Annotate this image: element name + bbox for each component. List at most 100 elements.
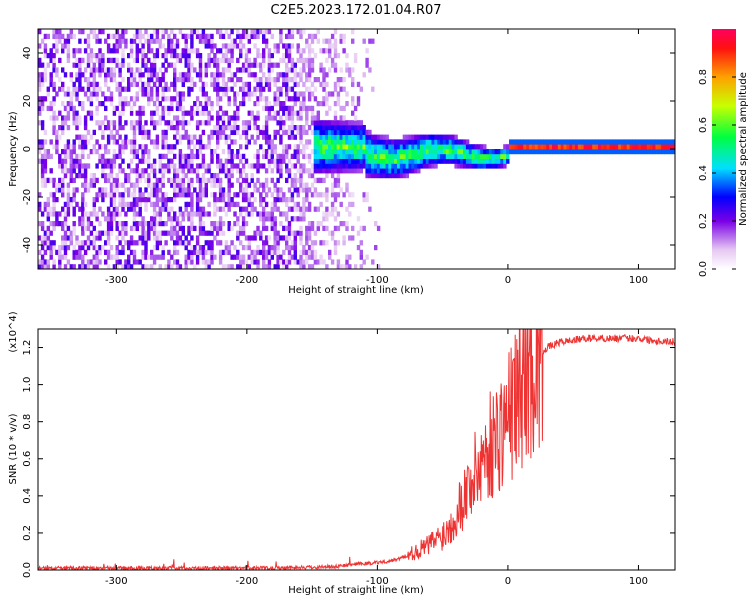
spectrogram-cell xyxy=(241,96,246,102)
spectrogram-cell xyxy=(49,240,53,246)
spectrogram-cell xyxy=(216,139,220,145)
spectrogram-cell xyxy=(368,206,372,212)
spectrogram-cell xyxy=(207,211,211,217)
spectrogram-cell xyxy=(371,158,375,164)
spectrogram-cell xyxy=(431,158,435,164)
spectrogram-cell xyxy=(322,211,326,217)
spectrogram-cell xyxy=(330,149,335,155)
spectrogram-cell xyxy=(267,53,272,59)
spectrogram-cell xyxy=(262,182,266,188)
spectrogram-cell xyxy=(227,206,231,212)
spectrogram-cell xyxy=(612,149,616,155)
spectrogram-cell xyxy=(460,158,464,164)
spectrogram-cell xyxy=(227,62,231,68)
spectrogram-cell xyxy=(210,259,214,265)
spectrogram-cell xyxy=(213,125,217,131)
spectrogram-cell xyxy=(310,254,315,260)
spectrogram-cell xyxy=(629,139,633,145)
spectrogram-cell xyxy=(290,57,295,63)
spectrogram-cell xyxy=(385,153,389,159)
spectrogram-cell xyxy=(250,211,254,217)
spectrogram-cell xyxy=(279,254,283,260)
spectrogram-cell xyxy=(554,139,559,145)
spectrogram-cell xyxy=(244,125,249,131)
spectrogram-cell xyxy=(506,149,510,155)
spectrogram-cell xyxy=(155,221,160,227)
spectrogram-cell xyxy=(310,192,315,198)
spectrogram-cell xyxy=(290,177,295,183)
spectrogram-cell xyxy=(40,77,45,83)
spectrogram-cell xyxy=(233,201,237,207)
spectrogram-cell xyxy=(371,134,375,140)
spectrogram-cell xyxy=(95,163,99,169)
spectrogram-cell xyxy=(264,96,269,102)
spectrogram-cell xyxy=(170,177,174,183)
spectrogram-cell xyxy=(109,91,114,97)
spectrogram-cell xyxy=(348,158,352,164)
spectrogram-cell xyxy=(187,72,191,78)
spectrogram-cell xyxy=(63,216,68,222)
spectrogram-cell xyxy=(38,235,42,241)
spectrogram-cell xyxy=(181,168,185,174)
spectrogram-cell xyxy=(46,201,50,207)
spectrogram-cell xyxy=(86,225,91,231)
spectrogram-cell xyxy=(104,38,108,44)
spectrogram-cell xyxy=(351,144,355,150)
spectrogram-cell xyxy=(78,168,82,174)
spectrogram-cell xyxy=(287,53,292,59)
spectrogram-cell xyxy=(83,91,88,97)
spectrogram-cell xyxy=(152,110,157,116)
spectrogram-cell xyxy=(181,105,185,111)
spectrogram-cell xyxy=(144,240,148,246)
spectrogram-cell xyxy=(362,149,366,155)
spectrogram-cell xyxy=(127,77,131,83)
spectrogram-cell xyxy=(296,29,300,35)
spectrogram-cell xyxy=(267,249,272,255)
spectrogram-cell xyxy=(190,259,194,265)
spectrogram-cell xyxy=(127,201,131,207)
spectrogram-cell xyxy=(606,149,610,155)
spectrogram-cell xyxy=(359,144,363,150)
spectrogram-cell xyxy=(104,216,108,222)
spectrogram-cell xyxy=(167,125,171,131)
spectrogram-cell xyxy=(184,192,188,198)
spectrogram-cell xyxy=(279,187,283,193)
spectrogram-cell xyxy=(221,33,226,39)
spectrogram-cell xyxy=(523,139,527,145)
spectrogram-cell xyxy=(52,86,56,92)
spectrogram-cell xyxy=(267,144,272,150)
spectrogram-cell xyxy=(359,139,363,145)
spectrogram-cell xyxy=(336,120,341,126)
spectrogram-cell xyxy=(316,168,320,174)
spectrogram-cell xyxy=(236,264,240,269)
spectrogram-cell xyxy=(201,153,206,159)
spectrogram-cell xyxy=(75,62,79,68)
spectrogram-cell xyxy=(195,149,200,155)
spectrogram-cell xyxy=(259,29,263,35)
spectrogram-cell xyxy=(52,225,56,231)
spectrogram-cell xyxy=(135,53,139,59)
spectrogram-cell xyxy=(669,149,674,155)
spectrogram-cell xyxy=(66,139,71,145)
spectrogram-cell xyxy=(132,197,137,203)
spectrogram-cell xyxy=(256,115,260,121)
spectrogram-cell xyxy=(253,33,257,39)
spectrogram-cell xyxy=(118,120,122,126)
spectrogram-cell xyxy=(365,168,369,174)
spectrogram-cell xyxy=(356,120,361,126)
spectrogram-cell xyxy=(382,173,386,179)
spectrogram-cell xyxy=(201,33,206,39)
spectrogram-cell xyxy=(526,149,530,155)
spectrogram-cell xyxy=(170,254,174,260)
spectrogram-cell xyxy=(78,57,82,63)
spectrogram-cell xyxy=(247,38,251,44)
spectrogram-cell xyxy=(580,149,585,155)
spectrogram-cell xyxy=(173,53,177,59)
spectrogram-cell xyxy=(61,48,65,54)
spectrogram-cell xyxy=(83,134,88,140)
spectrogram-cell xyxy=(175,221,180,227)
spectrogram-cell xyxy=(83,173,88,179)
spectrogram-cell xyxy=(132,144,137,150)
spectrogram-cell xyxy=(40,182,45,188)
spectrogram-cell xyxy=(264,81,269,87)
